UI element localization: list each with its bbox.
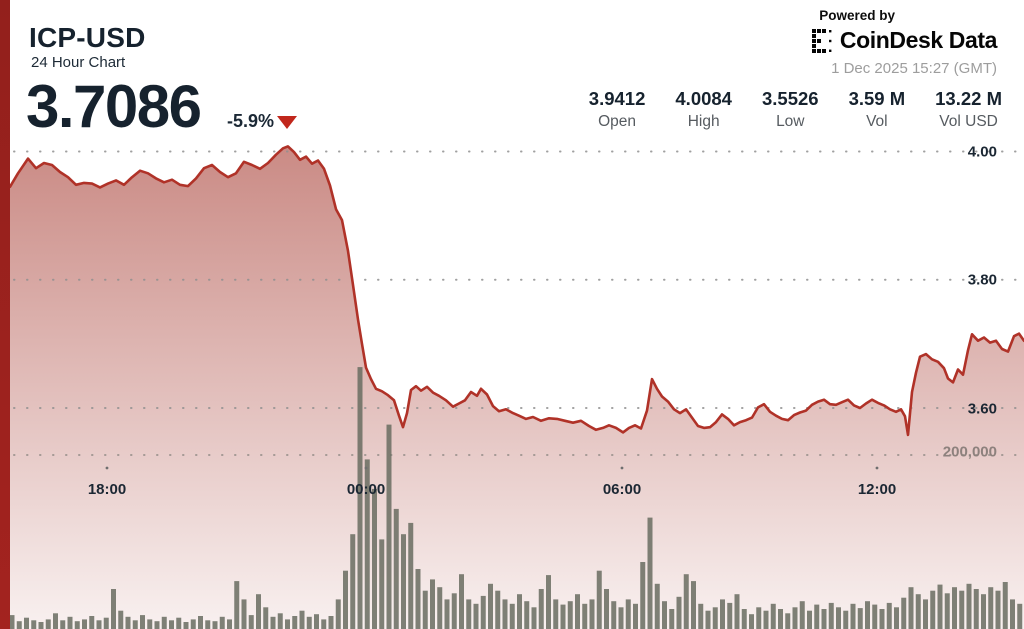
- accent-bar: [0, 0, 10, 629]
- stat-vol-label: Vol: [866, 113, 888, 130]
- coindesk-logo-text: CoinDesk Data: [839, 27, 998, 53]
- timestamp: 1 Dec 2025 15:27 (GMT): [831, 60, 997, 77]
- stats-row: 3.9412 Open 4.0084 High 3.5526 Low 3.59 …: [589, 88, 1002, 131]
- stat-vol-usd-label: Vol USD: [939, 113, 998, 130]
- x-axis-label-00: 00:00: [346, 481, 386, 498]
- coindesk-logo[interactable]: CoinDesk Data: [811, 27, 998, 54]
- stat-high-label: High: [687, 113, 720, 130]
- volume-bars: [9, 367, 1023, 629]
- price-line-series: [8, 145, 1024, 437]
- coindesk-logo-icon: [811, 28, 832, 53]
- price-change: -5.9%: [227, 111, 275, 131]
- y-axis-label-3-80: 3.80: [967, 271, 997, 289]
- stat-vol-usd-value: 13.22 M: [935, 88, 1002, 109]
- stat-high-value: 4.0084: [675, 88, 732, 109]
- stat-vol-value: 3.59 M: [848, 88, 906, 109]
- x-axis-label-06: 06:00: [602, 481, 642, 498]
- x-axis-label-18: 18:00: [87, 481, 127, 498]
- gridlines: [13, 150, 1024, 456]
- stat-low-value: 3.5526: [761, 88, 819, 109]
- volume-axis-label: 200,000: [942, 443, 997, 461]
- stat-open-label: Open: [598, 113, 637, 130]
- chart-subtitle: 24 Hour Chart: [31, 54, 126, 71]
- last-price: 3.7086: [26, 73, 202, 140]
- y-axis-label-4-00: 4.00: [967, 143, 997, 161]
- stat-low-label: Low: [776, 113, 805, 130]
- stat-vol-usd: 13.22 M Vol USD: [935, 88, 1002, 131]
- x-axis-label-12: 12:00: [857, 481, 897, 498]
- stat-open: 3.9412 Open: [589, 88, 646, 131]
- stat-low: 3.5526 Low: [762, 88, 819, 131]
- down-triangle-icon: [277, 116, 297, 129]
- x-axis-tick-dots: [105, 466, 879, 470]
- symbol-title: ICP-USD: [29, 22, 146, 53]
- stat-high: 4.0084 High: [675, 88, 732, 131]
- stat-vol: 3.59 M Vol: [849, 88, 906, 131]
- y-axis-label-3-60: 3.60: [967, 400, 997, 418]
- stat-open-value: 3.9412: [588, 88, 646, 109]
- powered-by-label: Powered by: [819, 8, 895, 23]
- price-area-series: [10, 146, 1024, 629]
